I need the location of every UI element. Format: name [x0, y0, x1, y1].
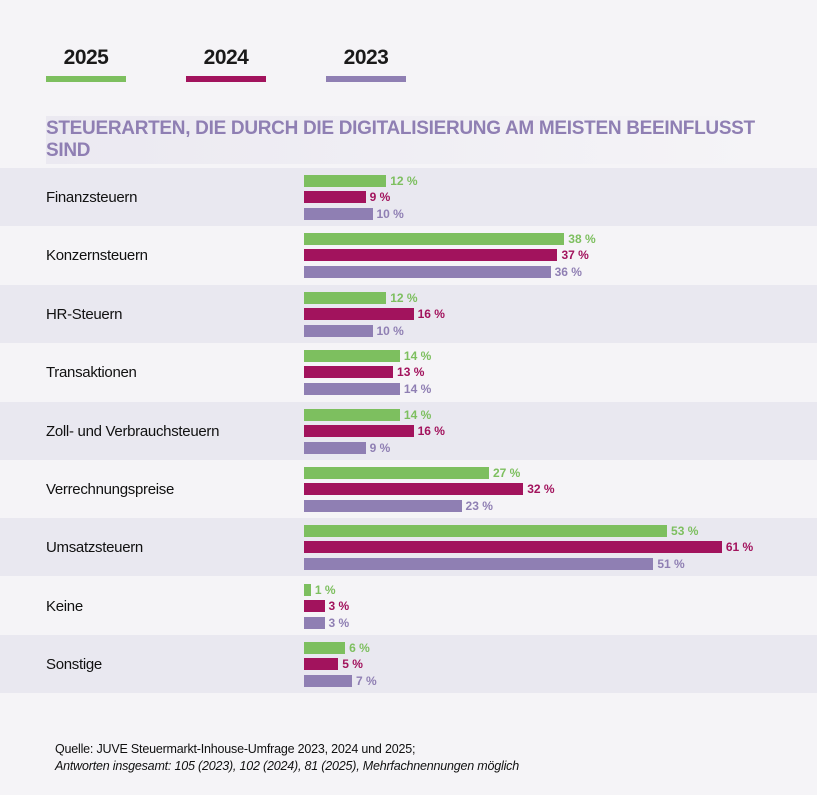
- data-label-2025: 6 %: [349, 641, 370, 656]
- bar-2024: [304, 249, 558, 262]
- bar-2024: [304, 658, 339, 671]
- category-label: Zoll- und Verbrauchsteuern: [46, 422, 220, 440]
- bar-2025: [304, 350, 400, 363]
- data-label-2023: 23 %: [465, 499, 493, 513]
- data-label-2025: 14 %: [403, 349, 432, 364]
- data-label-2023: 51 %: [657, 557, 685, 572]
- data-label-2025: 38 %: [568, 232, 596, 247]
- bar-2024: [304, 307, 414, 320]
- category-label: Transaktionen: [46, 364, 137, 382]
- bar-chart: Finanzsteuern 12 % 9 % 10 % Konzernsteuern 38…: [0, 168, 817, 694]
- bar-2025: [304, 291, 387, 304]
- category-label: Konzernsteuern: [46, 247, 148, 265]
- category-label: Verrechnungspreise: [46, 481, 175, 498]
- data-label-2023: 14 %: [403, 382, 432, 397]
- bar-2023: [304, 675, 352, 688]
- category-label: Keine: [46, 597, 83, 615]
- bar-2023: [304, 616, 325, 629]
- bar-2024: [304, 191, 366, 203]
- data-label-2023: 9 %: [369, 440, 391, 455]
- data-label-2024: 9 %: [369, 190, 391, 204]
- bar-2024: [304, 424, 414, 437]
- row-band: [0, 168, 817, 226]
- legend-item-2025: 2025: [46, 46, 126, 82]
- data-label-2023: 10 %: [376, 207, 404, 221]
- data-label-2023: 10 %: [376, 323, 404, 338]
- legend-swatch: [46, 76, 126, 82]
- data-label-2024: 32 %: [527, 482, 555, 496]
- bar-2025: [304, 408, 400, 421]
- bar-2023: [304, 208, 373, 220]
- bar-2025: [304, 642, 346, 655]
- legend-label: 2025: [63, 46, 109, 69]
- bar-2025: [304, 233, 565, 246]
- bar-2023: [304, 324, 373, 337]
- bar-2023: [304, 441, 366, 454]
- response-note: Antworten insgesamt: 105 (2023), 102 (20…: [55, 759, 519, 773]
- chart-title: STEUERARTEN, DIE DURCH DIE DIGITALISIERU…: [46, 116, 760, 164]
- category-label: Umsatzsteuern: [46, 539, 143, 557]
- bar-2024: [304, 541, 722, 554]
- bar-2023: [304, 266, 551, 279]
- data-label-2025: 14 %: [403, 407, 432, 422]
- data-label-2025: 53 %: [671, 524, 699, 539]
- legend-swatch: [186, 76, 266, 82]
- data-label-2025: 12 %: [390, 290, 418, 305]
- bar-2023: [304, 500, 462, 512]
- source-note: Quelle: JUVE Steuermarkt-Inhouse-Umfrage…: [55, 742, 416, 756]
- bar-2023: [304, 383, 400, 396]
- legend-label: 2023: [343, 46, 389, 69]
- data-label-2024: 61 %: [725, 540, 754, 555]
- data-label-2023: 7 %: [355, 674, 377, 689]
- bar-2025: [304, 525, 668, 538]
- chart-legend: 2025 2024 2023: [0, 46, 817, 86]
- category-label: HR-Steuern: [46, 305, 123, 323]
- data-label-2024: 5 %: [342, 657, 363, 672]
- bar-2024: [304, 599, 325, 612]
- data-label-2024: 3 %: [328, 598, 350, 613]
- bar-2025: [304, 467, 489, 479]
- category-label: Sonstige: [46, 656, 102, 674]
- bar-2025: [304, 583, 311, 596]
- data-label-2023: 3 %: [328, 615, 350, 630]
- chart-footer: Quelle: JUVE Steuermarkt-Inhouse-Umfrage…: [55, 741, 519, 775]
- data-label-2023: 36 %: [554, 265, 582, 280]
- bar-2025: [304, 175, 387, 187]
- legend-label: 2024: [203, 46, 249, 69]
- legend-item-2024: 2024: [186, 46, 266, 82]
- row-band: [0, 635, 817, 694]
- category-label: Finanzsteuern: [46, 189, 138, 206]
- bar-2024: [304, 483, 524, 495]
- data-label-2024: 16 %: [417, 306, 445, 321]
- bar-2024: [304, 366, 394, 379]
- data-label-2025: 27 %: [492, 466, 521, 480]
- legend-item-2023: 2023: [326, 46, 406, 82]
- data-label-2024: 37 %: [561, 248, 589, 263]
- legend-swatch: [326, 76, 406, 82]
- data-label-2024: 16 %: [417, 423, 445, 438]
- data-label-2025: 1 %: [314, 582, 336, 597]
- bar-2023: [304, 558, 654, 571]
- data-label-2025: 12 %: [390, 174, 418, 188]
- data-label-2024: 13 %: [397, 365, 425, 380]
